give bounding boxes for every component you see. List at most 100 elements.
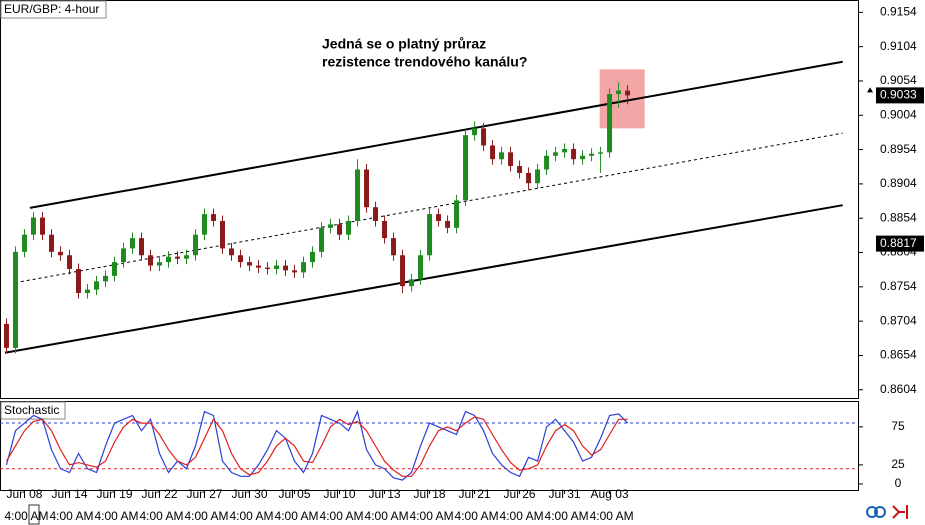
- cursor-box: [28, 504, 40, 525]
- candle-body: [93, 281, 99, 290]
- y-tick-label: 0.8654: [880, 348, 917, 362]
- candle-body: [75, 268, 81, 294]
- candle-body: [310, 251, 316, 263]
- y-tick-label: 0.8754: [880, 279, 917, 293]
- price-tag: [876, 235, 924, 252]
- candle-body: [202, 214, 208, 235]
- link-icon[interactable]: [866, 506, 878, 518]
- candle-body: [553, 152, 559, 156]
- x-tick-label: Jul 31: [549, 487, 581, 501]
- candle-body: [66, 255, 72, 269]
- exit-icon[interactable]: [892, 505, 908, 519]
- candle-body: [102, 275, 108, 282]
- candle-body: [472, 128, 478, 136]
- candle-body: [220, 220, 226, 249]
- candle-body: [607, 94, 613, 153]
- price-tag-label: 0.8817: [880, 236, 917, 250]
- trendline: [29, 60, 843, 209]
- candle-body: [184, 255, 190, 259]
- candle-body: [274, 265, 280, 269]
- candle-body: [463, 135, 469, 201]
- x-tick-label: Jun 19: [96, 487, 132, 501]
- y-tick-label: 0.8704: [880, 313, 917, 327]
- candle-body: [481, 128, 487, 146]
- candle-body: [337, 224, 343, 235]
- candle-body: [589, 153, 595, 156]
- candle-body: [544, 155, 550, 170]
- stochastic-line: [5, 416, 628, 477]
- candle-body: [490, 145, 496, 160]
- candle-body: [292, 270, 298, 273]
- x-tick-label: Jul 13: [369, 487, 401, 501]
- price-marker: [867, 87, 873, 93]
- indicator-title-box: [0, 401, 66, 420]
- candle-body: [265, 267, 271, 269]
- candle-body: [193, 234, 199, 256]
- candle-body: [373, 207, 379, 221]
- candle-body: [427, 214, 433, 256]
- indicator-title: Stochastic: [4, 403, 59, 417]
- candle-body: [157, 262, 163, 266]
- y-tick-label: 0.9054: [880, 73, 917, 87]
- x-tick-label: Jul 10: [324, 487, 356, 501]
- time-label: 4:00 AM: [410, 509, 454, 523]
- candle-body: [30, 217, 36, 235]
- toolbar-icons[interactable]: [866, 505, 908, 519]
- link-icon[interactable]: [874, 506, 886, 518]
- candle-body: [319, 227, 325, 252]
- time-label: 4:00 AM: [320, 509, 364, 523]
- x-tick-label: Jul 21: [459, 487, 491, 501]
- chart-title: EUR/GBP: 4-hour: [4, 2, 99, 16]
- time-label: 4:00 AM: [590, 509, 634, 523]
- candle-body: [391, 238, 397, 256]
- candle-body: [21, 234, 27, 252]
- candle-body: [580, 155, 586, 160]
- annotation: rezistence trendového kanálu?: [322, 54, 527, 70]
- stochastic-line: [5, 409, 629, 481]
- x-tick-label: Jun 14: [51, 487, 87, 501]
- candle-body: [346, 220, 352, 235]
- candle-body: [454, 200, 460, 228]
- candle-body: [238, 255, 244, 263]
- candle-body: [508, 152, 514, 167]
- candle-body: [436, 214, 442, 221]
- y-tick-label: 0.8854: [880, 210, 917, 224]
- y-tick-label: 0.8604: [880, 382, 917, 396]
- y-tick-label: 75: [891, 419, 905, 433]
- candle-body: [39, 217, 45, 235]
- x-tick-label: Jul 18: [414, 487, 446, 501]
- candle-body: [328, 224, 334, 228]
- candle-body: [175, 256, 181, 259]
- candle-body: [166, 256, 172, 263]
- candle-body: [256, 265, 262, 268]
- y-tick-label: 0.9154: [880, 5, 917, 19]
- time-label: 4:00 AM: [230, 509, 274, 523]
- candle-body: [48, 234, 54, 252]
- candle-body: [148, 255, 154, 266]
- candle-body: [400, 255, 406, 287]
- main-panel: [0, 0, 859, 399]
- y-tick-label: 25: [891, 457, 905, 471]
- time-label: 4:00 AM: [185, 509, 229, 523]
- candle-body: [120, 248, 126, 263]
- candle-body: [382, 220, 388, 239]
- candle-body: [499, 152, 505, 160]
- candle-body: [301, 262, 307, 273]
- candle-body: [12, 251, 18, 348]
- x-tick-label: Jun 27: [186, 487, 222, 501]
- x-tick-label: Jun 08: [6, 487, 42, 501]
- candle-body: [625, 90, 631, 96]
- x-tick-label: Jun 30: [231, 487, 267, 501]
- candle-body: [445, 220, 451, 228]
- candle-body: [571, 148, 577, 160]
- candle-body: [211, 214, 217, 221]
- candle-body: [526, 172, 532, 184]
- time-label: 4:00 AM: [275, 509, 319, 523]
- candle-body: [129, 238, 135, 249]
- time-label: 4:00 AM: [500, 509, 544, 523]
- candle-body: [418, 255, 424, 280]
- x-tick-label: Aug 03: [591, 487, 629, 501]
- candle-body: [616, 90, 622, 95]
